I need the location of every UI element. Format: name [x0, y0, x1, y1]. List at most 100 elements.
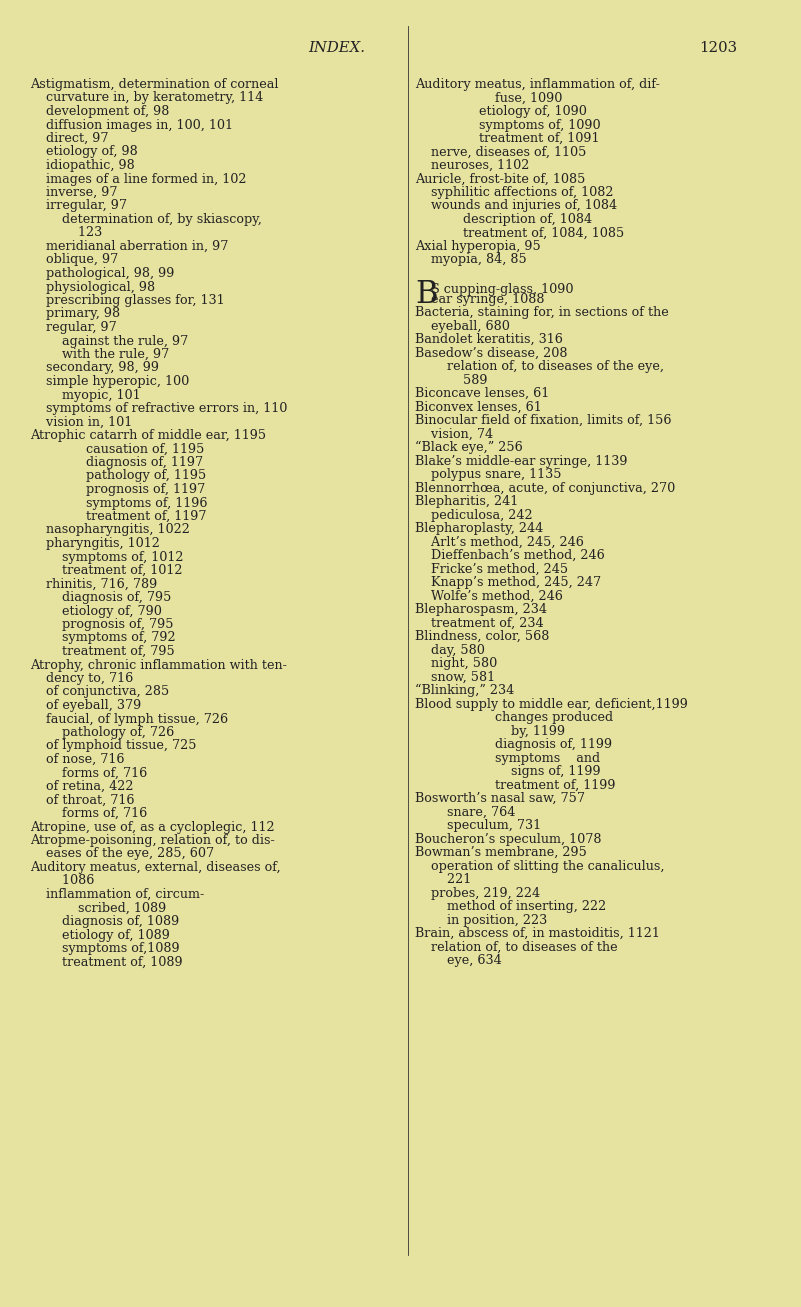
Text: Blindness, color, 568: Blindness, color, 568 — [415, 630, 549, 643]
Text: of eyeball, 379: of eyeball, 379 — [30, 699, 141, 712]
Text: Blake’s middle-ear syringe, 1139: Blake’s middle-ear syringe, 1139 — [415, 455, 627, 468]
Text: diagnosis of, 1199: diagnosis of, 1199 — [415, 738, 612, 752]
Text: eye, 634: eye, 634 — [415, 954, 501, 967]
Text: probes, 219, 224: probes, 219, 224 — [415, 886, 540, 899]
Text: Atropme-poisoning, relation of, to dis-: Atropme-poisoning, relation of, to dis- — [30, 834, 275, 847]
Text: pathology of, 1195: pathology of, 1195 — [30, 469, 206, 482]
Text: Auricle, frost-bite of, 1085: Auricle, frost-bite of, 1085 — [415, 173, 586, 186]
Text: symptoms    and: symptoms and — [415, 752, 600, 765]
Text: idiopathic, 98: idiopathic, 98 — [30, 159, 135, 173]
Text: “Black eye,” 256: “Black eye,” 256 — [415, 442, 523, 455]
Text: method of inserting, 222: method of inserting, 222 — [415, 901, 606, 914]
Text: of retina, 422: of retina, 422 — [30, 780, 134, 793]
Text: treatment of, 1012: treatment of, 1012 — [30, 565, 183, 576]
Text: “Blinking,” 234: “Blinking,” 234 — [415, 684, 514, 698]
Text: forms of, 716: forms of, 716 — [30, 766, 147, 779]
Text: treatment of, 1091: treatment of, 1091 — [415, 132, 599, 145]
Text: Blood supply to middle ear, deficient,1199: Blood supply to middle ear, deficient,11… — [415, 698, 688, 711]
Text: pathology of, 726: pathology of, 726 — [30, 725, 175, 738]
Text: diagnosis of, 1089: diagnosis of, 1089 — [30, 915, 179, 928]
Text: Dieffenbach’s method, 246: Dieffenbach’s method, 246 — [415, 549, 605, 562]
Text: speculum, 731: speculum, 731 — [415, 819, 541, 833]
Text: snare, 764: snare, 764 — [415, 805, 515, 818]
Text: polypus snare, 1135: polypus snare, 1135 — [415, 468, 562, 481]
Text: rhinitis, 716, 789: rhinitis, 716, 789 — [30, 578, 157, 591]
Text: primary, 98: primary, 98 — [30, 307, 120, 320]
Text: symptoms of refractive errors in, 110: symptoms of refractive errors in, 110 — [30, 403, 288, 416]
Text: 221: 221 — [415, 873, 471, 886]
Text: eyeball, 680: eyeball, 680 — [415, 320, 510, 333]
Text: simple hyperopic, 100: simple hyperopic, 100 — [30, 375, 189, 388]
Text: Blennorrhœa, acute, of conjunctiva, 270: Blennorrhœa, acute, of conjunctiva, 270 — [415, 482, 675, 494]
Text: Basedow’s disease, 208: Basedow’s disease, 208 — [415, 346, 567, 359]
Text: scribed, 1089: scribed, 1089 — [30, 902, 167, 915]
Text: of nose, 716: of nose, 716 — [30, 753, 124, 766]
Text: symptoms of, 1196: symptoms of, 1196 — [30, 497, 207, 510]
Text: of conjunctiva, 285: of conjunctiva, 285 — [30, 685, 169, 698]
Text: of lymphoid tissue, 725: of lymphoid tissue, 725 — [30, 740, 196, 753]
Text: Blepharospasm, 234: Blepharospasm, 234 — [415, 603, 547, 616]
Text: against the rule, 97: against the rule, 97 — [30, 335, 188, 348]
Text: treatment of, 1199: treatment of, 1199 — [415, 779, 615, 792]
Text: dency to, 716: dency to, 716 — [30, 672, 133, 685]
Text: images of a line formed in, 102: images of a line formed in, 102 — [30, 173, 247, 186]
Text: secondary, 98, 99: secondary, 98, 99 — [30, 362, 159, 375]
Text: pathological, 98, 99: pathological, 98, 99 — [30, 267, 175, 280]
Text: Brain, abscess of, in mastoiditis, 1121: Brain, abscess of, in mastoiditis, 1121 — [415, 927, 660, 940]
Text: diffusion images in, 100, 101: diffusion images in, 100, 101 — [30, 119, 233, 132]
Text: neuroses, 1102: neuroses, 1102 — [415, 159, 529, 173]
Text: Auditory meatus, inflammation of, dif-: Auditory meatus, inflammation of, dif- — [415, 78, 660, 91]
Text: snow, 581: snow, 581 — [415, 670, 495, 684]
Text: determination of, by skiascopy,: determination of, by skiascopy, — [30, 213, 262, 226]
Text: changes produced: changes produced — [415, 711, 613, 724]
Text: Wolfe’s method, 246: Wolfe’s method, 246 — [415, 589, 563, 603]
Text: forms of, 716: forms of, 716 — [30, 806, 147, 819]
Text: vision in, 101: vision in, 101 — [30, 416, 132, 429]
Text: etiology of, 98: etiology of, 98 — [30, 145, 138, 158]
Text: etiology of, 1090: etiology of, 1090 — [415, 105, 587, 118]
Text: prognosis of, 1197: prognosis of, 1197 — [30, 484, 205, 495]
Text: inflammation of, circum-: inflammation of, circum- — [30, 887, 204, 901]
Text: Atropine, use of, as a cycloplegic, 112: Atropine, use of, as a cycloplegic, 112 — [30, 821, 275, 834]
Text: Atrophy, chronic inflammation with ten-: Atrophy, chronic inflammation with ten- — [30, 659, 287, 672]
Text: S cupping-glass, 1090: S cupping-glass, 1090 — [431, 284, 574, 297]
Text: 1086: 1086 — [30, 874, 95, 887]
Text: pediculosa, 242: pediculosa, 242 — [415, 508, 533, 521]
Text: Arlt’s method, 245, 246: Arlt’s method, 245, 246 — [415, 536, 584, 549]
Text: oblique, 97: oblique, 97 — [30, 254, 119, 267]
Text: Biconcave lenses, 61: Biconcave lenses, 61 — [415, 387, 549, 400]
Text: nerve, diseases of, 1105: nerve, diseases of, 1105 — [415, 145, 586, 158]
Text: B: B — [415, 280, 437, 310]
Text: diagnosis of, 795: diagnosis of, 795 — [30, 591, 171, 604]
Text: Bandolet keratitis, 316: Bandolet keratitis, 316 — [415, 333, 563, 346]
Text: irregular, 97: irregular, 97 — [30, 200, 127, 213]
Text: prognosis of, 795: prognosis of, 795 — [30, 618, 174, 631]
Text: treatment of, 795: treatment of, 795 — [30, 644, 175, 657]
Text: nasopharyngitis, 1022: nasopharyngitis, 1022 — [30, 524, 190, 536]
Text: 589: 589 — [415, 374, 488, 387]
Text: regular, 97: regular, 97 — [30, 322, 117, 335]
Text: meridianal aberration in, 97: meridianal aberration in, 97 — [30, 240, 228, 254]
Text: with the rule, 97: with the rule, 97 — [30, 348, 169, 361]
Text: operation of slitting the canaliculus,: operation of slitting the canaliculus, — [415, 860, 665, 873]
Text: causation of, 1195: causation of, 1195 — [30, 443, 204, 456]
Text: pharyngitis, 1012: pharyngitis, 1012 — [30, 537, 160, 550]
Text: in position, 223: in position, 223 — [415, 914, 547, 927]
Text: Axial hyperopia, 95: Axial hyperopia, 95 — [415, 240, 541, 254]
Text: treatment of, 1089: treatment of, 1089 — [30, 955, 183, 968]
Text: Astigmatism, determination of corneal: Astigmatism, determination of corneal — [30, 78, 279, 91]
Text: Bowman’s membrane, 295: Bowman’s membrane, 295 — [415, 846, 587, 859]
Text: diagnosis of, 1197: diagnosis of, 1197 — [30, 456, 203, 469]
Text: treatment of, 1197: treatment of, 1197 — [30, 510, 207, 523]
Text: Bosworth’s nasal saw, 757: Bosworth’s nasal saw, 757 — [415, 792, 585, 805]
Text: Blepharoplasty, 244: Blepharoplasty, 244 — [415, 523, 543, 535]
Text: INDEX.: INDEX. — [308, 41, 365, 55]
Text: symptoms of, 1090: symptoms of, 1090 — [415, 119, 601, 132]
Text: by, 1199: by, 1199 — [415, 724, 566, 737]
Text: Blepharitis, 241: Blepharitis, 241 — [415, 495, 518, 508]
Text: inverse, 97: inverse, 97 — [30, 186, 118, 199]
Text: Binocular field of fixation, limits of, 156: Binocular field of fixation, limits of, … — [415, 414, 671, 427]
Text: vision, 74: vision, 74 — [415, 427, 493, 440]
Text: curvature in, by keratometry, 114: curvature in, by keratometry, 114 — [30, 91, 264, 105]
Text: 123: 123 — [30, 226, 103, 239]
